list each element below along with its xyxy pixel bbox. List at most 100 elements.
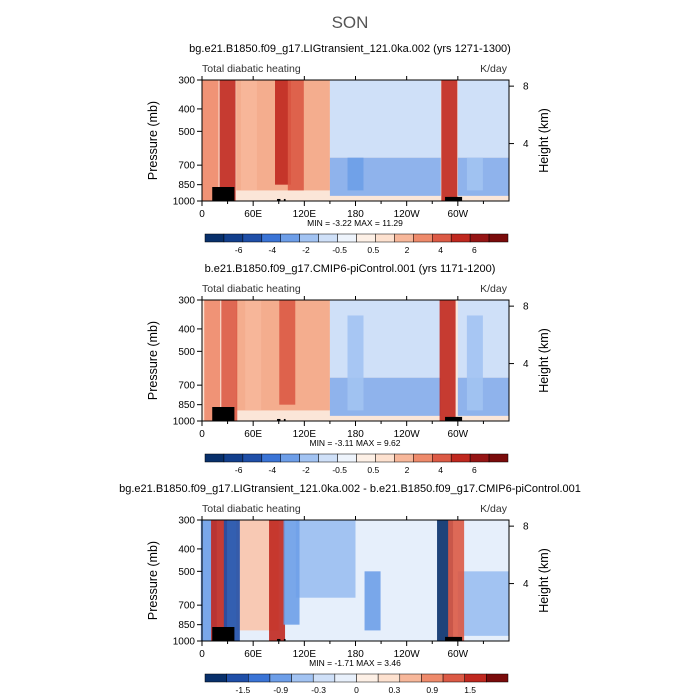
colorbar-swatch [488,453,509,463]
colorbar-swatch [356,233,376,243]
colorbar-swatch [204,673,227,683]
colorbar-swatch [261,453,281,463]
field-feature [441,80,458,201]
field-feature [245,300,262,411]
right-tick-label: 8 [523,522,529,533]
colorbar-swatch [223,233,244,243]
y-tick-label: 1000 [173,197,196,208]
x-tick-label: 60E [244,649,262,660]
colorbar-label: -0.5 [332,245,347,255]
field-feature [279,300,296,405]
field-feature [439,300,456,421]
panel-title: b.e21.B1850.f09_g17.CMIP6-piControl.001 … [205,263,496,275]
cool-region-lower [329,377,441,416]
field-feature [240,80,257,191]
field-feature [221,300,238,421]
colorbar-label: -6 [235,465,243,475]
colorbar-swatch [421,673,444,683]
field-feature [283,520,300,625]
right-tick-label: 4 [523,359,529,370]
colorbar-label: -2 [302,245,310,255]
colorbar-swatch [334,673,357,683]
x-tick-label: 120W [394,649,421,660]
colorbar-swatch [291,673,314,683]
colorbar-label: 4 [438,245,443,255]
colorbar-label: -4 [269,465,277,475]
y-axis-title: Pressure (mb) [146,321,160,400]
colorbar-swatch [413,233,433,243]
colorbar-swatch [469,453,490,463]
terrain-mask [445,416,463,421]
x-tick-label: 180 [347,649,364,660]
terrain-mask [212,407,235,421]
colorbar-label: -0.9 [273,685,288,695]
terrain-mask [212,627,235,641]
colorbar-label: -6 [235,245,243,255]
left-label: Total diabatic heating [202,503,301,515]
field-feature [364,571,381,631]
colorbar-swatch [450,233,471,243]
terrain-mask [277,418,281,421]
colorbar-swatch [269,673,292,683]
terrain-mask [445,196,463,201]
y-tick-label: 300 [178,296,195,307]
x-tick-label: 120W [394,209,421,220]
panel-title: bg.e21.B1850.f09_g17.LIGtransient_121.0k… [119,483,581,495]
y-tick-label: 850 [178,180,195,191]
colorbar-swatch [242,233,263,243]
colorbar-swatch [318,233,338,243]
field-feature [448,520,465,641]
right-tick-label: 8 [523,82,529,93]
panel-3: bg.e21.B1850.f09_g17.LIGtransient_121.0k… [119,483,581,695]
colorbar-swatch [442,673,465,683]
colorbar-swatch [280,453,300,463]
colorbar-swatch [356,453,376,463]
y-tick-label: 400 [178,104,195,115]
colorbar-swatch [318,453,338,463]
colorbar-swatch [413,453,433,463]
colorbar-label: -0.5 [332,465,347,475]
cool-region-upper [329,80,441,158]
terrain-mask [277,198,281,201]
x-tick-label: 120W [394,429,421,440]
x-tick-label: 60W [448,429,469,440]
y-tick-label: 700 [178,381,195,392]
field-feature [466,315,483,411]
right-axis-title: Height (km) [537,548,551,613]
terrain-mask [283,198,286,201]
x-tick-label: 180 [347,209,364,220]
left-label: Total diabatic heating [202,63,301,75]
colorbar-swatch [204,453,225,463]
field-feature [347,315,364,411]
y-tick-label: 300 [178,516,195,527]
y-tick-label: 1000 [173,417,196,428]
colorbar-label: 0.5 [367,465,379,475]
right-tick-label: 4 [523,139,529,150]
colorbar-swatch [356,673,379,683]
colorbar-swatch [204,233,225,243]
y-axis-title: Pressure (mb) [146,541,160,620]
panel-1: bg.e21.B1850.f09_g17.LIGtransient_121.0k… [146,43,551,255]
colorbar-swatch [337,453,357,463]
terrain-mask [283,418,286,421]
y-tick-label: 500 [178,347,195,358]
x-tick-label: 120E [293,209,317,220]
colorbar-swatch [242,453,263,463]
cool-region-east-upper [457,300,509,378]
colorbar-swatch [375,233,395,243]
stats-label: MIN = -3.22 MAX = 11.29 [307,218,403,228]
colorbar-label: -2 [302,465,310,475]
colorbar-label: 0.3 [388,685,400,695]
colorbar-swatch [450,453,471,463]
colorbar-label: 0.5 [367,245,379,255]
cool-region-east-lower [457,157,509,196]
colorbar-label: 1.5 [464,685,476,695]
field-feature [287,80,304,191]
y-tick-label: 700 [178,601,195,612]
x-tick-label: 180 [347,429,364,440]
y-tick-label: 500 [178,127,195,138]
y-tick-label: 1000 [173,637,196,648]
season-title: SON [332,13,369,32]
field-feature [223,520,240,641]
y-tick-label: 850 [178,400,195,411]
